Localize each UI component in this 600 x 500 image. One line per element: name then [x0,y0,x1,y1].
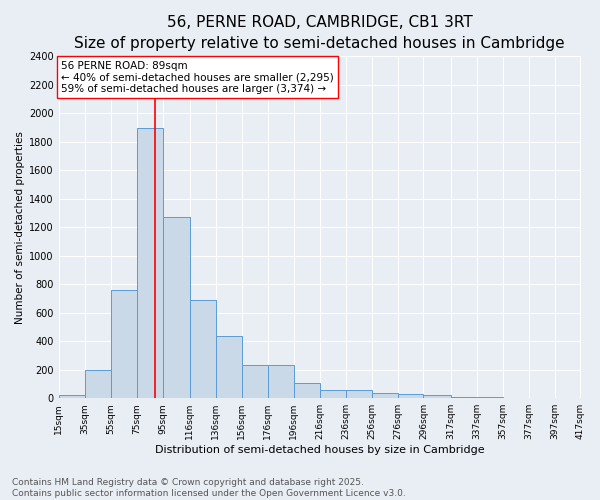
Text: 56 PERNE ROAD: 89sqm
← 40% of semi-detached houses are smaller (2,295)
59% of se: 56 PERNE ROAD: 89sqm ← 40% of semi-detac… [61,60,334,94]
Bar [320,390,346,398]
Bar [110,290,137,398]
Bar [137,128,163,398]
Bar [59,394,85,398]
Bar [85,370,110,398]
Bar [163,218,190,398]
Bar [268,366,293,398]
Bar [190,300,216,398]
Text: Contains HM Land Registry data © Crown copyright and database right 2025.
Contai: Contains HM Land Registry data © Crown c… [12,478,406,498]
Bar [451,397,476,398]
Bar [242,366,268,398]
Title: 56, PERNE ROAD, CAMBRIDGE, CB1 3RT
Size of property relative to semi-detached ho: 56, PERNE ROAD, CAMBRIDGE, CB1 3RT Size … [74,15,565,51]
X-axis label: Distribution of semi-detached houses by size in Cambridge: Distribution of semi-detached houses by … [155,445,484,455]
Bar [424,396,451,398]
Y-axis label: Number of semi-detached properties: Number of semi-detached properties [15,131,25,324]
Bar [398,394,424,398]
Bar [371,393,398,398]
Bar [293,384,320,398]
Bar [216,336,242,398]
Bar [346,390,371,398]
